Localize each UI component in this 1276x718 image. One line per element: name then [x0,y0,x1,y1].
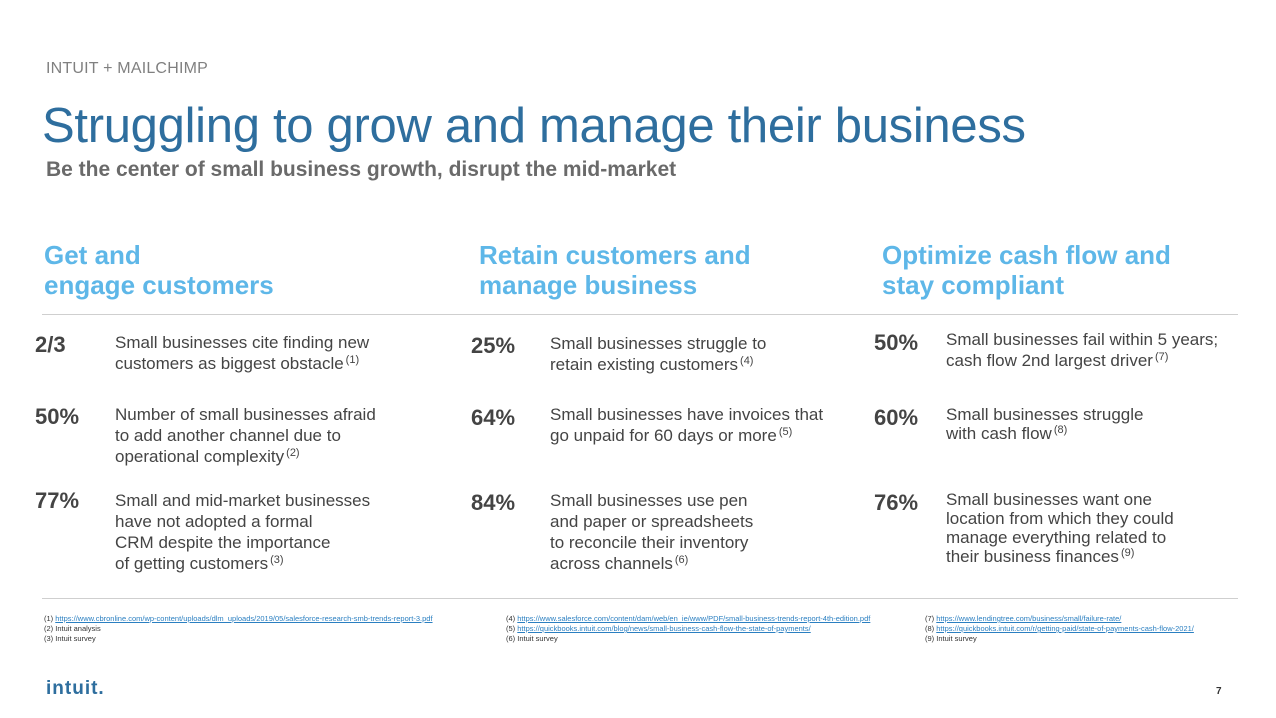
stat-description: Small businesses fail within 5 years; ca… [946,330,1219,370]
footnote-item: (7) https://www.lendingtree.com/business… [925,614,1122,623]
stat-value: 77% [35,488,80,513]
footnote-item: (9) Intuit survey [925,634,977,643]
page-subtitle: Be the center of small business growth, … [46,158,677,181]
divider-top [42,314,1238,315]
stat-value: 64% [471,405,516,430]
footnote-item: (5) https://quickbooks.intuit.com/blog/n… [506,624,811,633]
footnote-link[interactable]: https://quickbooks.intuit.com/r/getting-… [936,624,1194,633]
footnotes-column-2: (4) https://www.salesforce.com/content/d… [506,614,870,644]
footnote-link[interactable]: https://www.cbronline.com/wp-content/upl… [55,614,433,623]
stat-description: Small businesses struggle to retain exis… [550,334,767,374]
footnote-item: (3) Intuit survey [44,634,96,643]
footnote-ref: (4) [740,355,754,367]
column-heading-cash-flow: Optimize cash flow and stay compliant [882,240,1171,300]
footnotes-column-1: (1) https://www.cbronline.com/wp-content… [44,614,433,644]
footnote-link[interactable]: https://www.salesforce.com/content/dam/w… [517,614,871,623]
footnote-item: (4) https://www.salesforce.com/content/d… [506,614,871,623]
footnote-ref: (7) [1154,351,1169,363]
footnote-link[interactable]: https://quickbooks.intuit.com/blog/news/… [517,624,811,633]
divider-bottom [42,598,1238,599]
footnote-item: (8) https://quickbooks.intuit.com/r/gett… [925,624,1194,633]
page-number: 7 [1216,686,1222,697]
footnotes-column-3: (7) https://www.lendingtree.com/business… [925,614,1194,644]
column-heading-retain-manage: Retain customers and manage business [479,240,751,300]
page-title: Struggling to grow and manage their busi… [42,99,1026,153]
stat-value: 50% [35,404,80,429]
stat-description: Small businesses struggle with cash flow… [946,405,1144,443]
stat-description: Small businesses use pen and paper or sp… [550,491,754,573]
intuit-logo: intuit. [46,678,105,699]
stat-description: Small businesses cite finding new custom… [115,333,370,373]
footnote-ref: (9) [1120,547,1135,559]
footnote-ref: (6) [674,554,689,566]
footnote-ref: (5) [778,426,793,438]
stat-description: Small and mid-market businesses have not… [115,491,371,573]
stat-description: Number of small businesses afraid to add… [115,405,376,466]
footnote-ref: (2) [286,447,300,459]
eyebrow-label: INTUIT + MAILCHIMP [46,60,208,77]
stat-value: 60% [874,405,919,430]
footnote-item: (6) Intuit survey [506,634,558,643]
stat-value: 76% [874,490,919,515]
footnote-item: (1) https://www.cbronline.com/wp-content… [44,614,433,623]
stat-value: 84% [471,490,516,515]
footnote-item: (2) Intuit analysis [44,624,101,633]
stat-description: Small businesses have invoices that go u… [550,405,824,445]
stat-value: 50% [874,330,919,355]
stat-value: 25% [471,333,516,358]
column-heading-get-engage: Get and engage customers [44,240,274,300]
footnote-ref: (3) [270,554,284,566]
stat-description: Small businesses want one location from … [946,490,1174,566]
footnote-ref: (1) [345,354,360,366]
stat-value: 2/3 [35,332,66,357]
footnote-link[interactable]: https://www.lendingtree.com/business/sma… [936,614,1122,623]
footnote-ref: (8) [1053,424,1068,436]
